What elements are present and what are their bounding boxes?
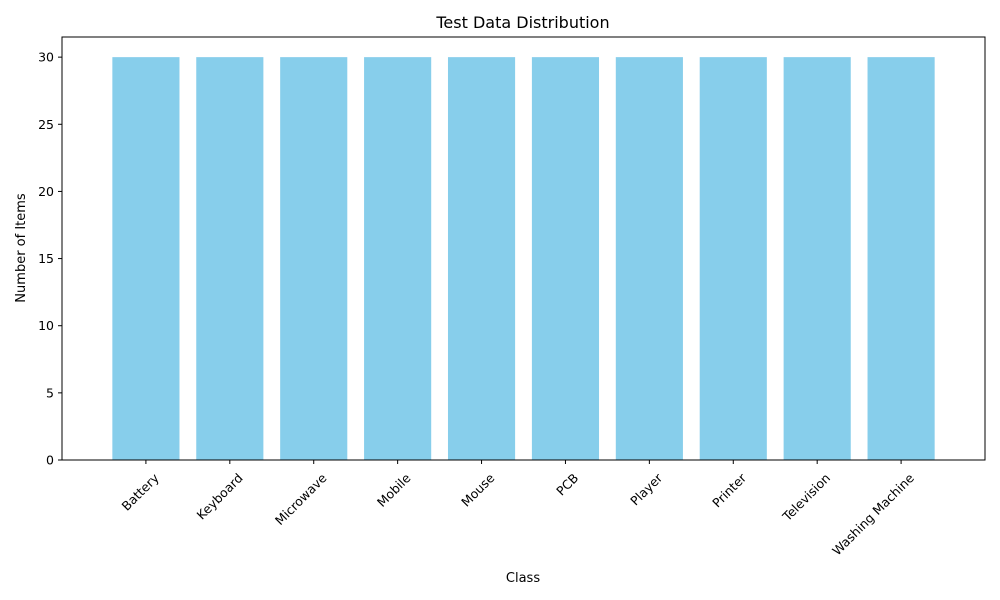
bar-battery <box>112 57 180 460</box>
bar-mouse <box>447 57 516 460</box>
bar-microwave <box>280 57 348 460</box>
bar-washing-machine <box>867 57 935 460</box>
chart-title: Test Data Distribution <box>435 13 609 32</box>
y-tick-label: 10 <box>38 318 54 333</box>
y-axis-ticks: 0 5 10 15 20 25 30 <box>38 50 62 468</box>
x-axis-label: Class <box>506 571 540 586</box>
bar-player <box>615 57 683 460</box>
bars-group <box>112 57 935 460</box>
y-tick-label: 30 <box>38 50 54 65</box>
bar-television <box>783 57 851 460</box>
y-tick-label: 15 <box>38 251 54 266</box>
y-tick-label: 20 <box>38 184 54 199</box>
y-tick-label: 0 <box>46 453 54 468</box>
bar-pcb <box>531 57 600 460</box>
bar-keyboard <box>196 57 264 460</box>
y-axis-label: Number of Items <box>14 193 29 303</box>
y-tick-label: 25 <box>38 117 54 132</box>
bar-printer <box>699 57 767 460</box>
bar-mobile <box>364 57 432 460</box>
axes-frame <box>61 36 986 461</box>
y-tick-label: 5 <box>46 385 54 400</box>
